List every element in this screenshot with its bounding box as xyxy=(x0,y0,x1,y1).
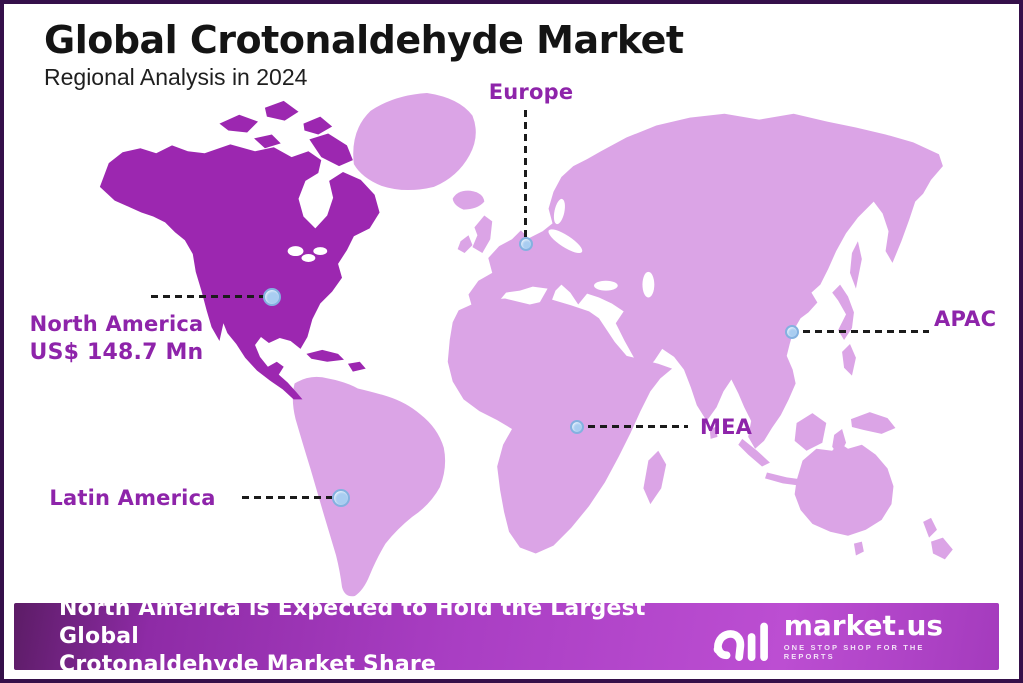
map-black-sea xyxy=(594,280,618,291)
map-iceland xyxy=(452,190,485,210)
mea-connector-line xyxy=(588,425,688,428)
region-label-north-america: North America US$ 148.7 Mn xyxy=(19,312,214,365)
region-label-mea: MEA xyxy=(700,415,753,439)
page-title: Global Crotonaldehyde Market xyxy=(44,18,684,62)
map-sumatra xyxy=(738,438,770,467)
banner-line-1: North America is Expected to Hold the La… xyxy=(59,595,646,649)
map-australia xyxy=(794,442,894,536)
map-great-lakes xyxy=(301,254,316,262)
banner-line-2: Crotonaldehyde Market Share xyxy=(59,651,437,677)
map-africa xyxy=(447,298,673,554)
map-eurasia xyxy=(468,113,943,449)
page-subtitle: Regional Analysis in 2024 xyxy=(44,64,308,90)
region-label-apac: APAC xyxy=(934,307,997,331)
map-south-america xyxy=(292,376,446,597)
map-cuba xyxy=(306,349,344,362)
north-america-value: US$ 148.7 Mn xyxy=(29,340,204,365)
map-baltic-sea xyxy=(548,229,583,254)
region-label-latin-america: Latin America xyxy=(49,486,216,510)
map-new-guinea xyxy=(850,412,896,434)
header: Global Crotonaldehyde Market Regional An… xyxy=(44,18,684,91)
map-madagascar xyxy=(643,450,667,505)
marketus-logo: market.us ONE STOP SHOP FOR THE REPORTS xyxy=(712,612,999,661)
map-sakhalin xyxy=(849,241,862,289)
apac-marker-dot xyxy=(785,325,799,339)
banner-text: North America is Expected to Hold the La… xyxy=(14,595,712,679)
apac-connector-line xyxy=(803,330,929,333)
north-america-marker-dot xyxy=(263,288,281,306)
latin-america-connector-line xyxy=(242,496,332,499)
map-caspian-sea xyxy=(642,271,655,298)
logo-brand-name: market.us xyxy=(783,609,944,642)
latin-america-marker-dot xyxy=(332,489,350,507)
map-north-america xyxy=(99,144,380,400)
map-borneo xyxy=(794,413,827,451)
logo-tagline: ONE STOP SHOP FOR THE REPORTS xyxy=(783,643,925,661)
europe-connector-line xyxy=(524,110,527,238)
europe-marker-dot xyxy=(519,237,533,251)
map-great-lakes xyxy=(287,246,304,257)
map-philippines xyxy=(842,343,856,376)
map-uk xyxy=(472,215,493,254)
map-tasmania xyxy=(853,541,864,556)
region-label-europe: Europe xyxy=(488,80,574,104)
map-ireland xyxy=(457,235,473,254)
map-arctic-islands xyxy=(219,100,353,167)
map-japan xyxy=(832,284,854,341)
logo-text-block: market.us ONE STOP SHOP FOR THE REPORTS xyxy=(783,609,971,662)
map-hispaniola xyxy=(347,361,366,372)
map-sri-lanka xyxy=(709,426,718,439)
map-gulf-bothnia xyxy=(553,198,565,225)
north-america-connector-line xyxy=(151,295,265,298)
world-map xyxy=(99,92,953,597)
soundwave-m-icon xyxy=(713,622,768,661)
map-great-lakes xyxy=(313,247,328,256)
footer-banner: North America is Expected to Hold the La… xyxy=(14,596,999,677)
north-america-label: North America xyxy=(29,312,204,336)
mea-marker-dot xyxy=(570,420,584,434)
map-greenland xyxy=(353,92,476,191)
map-new-zealand xyxy=(923,517,953,560)
